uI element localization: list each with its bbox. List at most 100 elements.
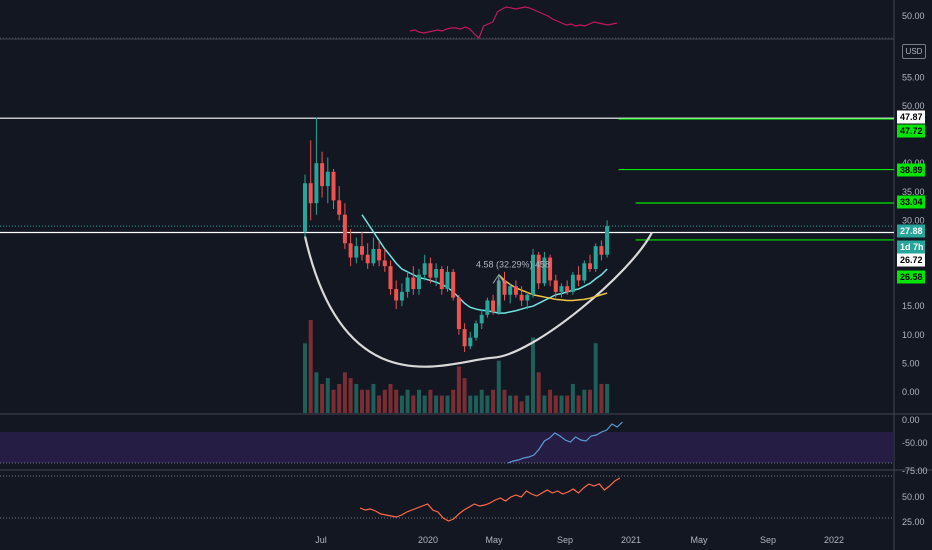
volume-bar (365, 389, 370, 413)
volume-bar (570, 383, 575, 413)
top-indicator-line[interactable] (409, 6, 618, 40)
price-tag-background[interactable] (897, 110, 925, 124)
price-tag-background[interactable] (897, 270, 925, 284)
candle-body[interactable] (502, 280, 507, 295)
candle-body[interactable] (360, 246, 364, 255)
candle-body[interactable] (417, 274, 421, 290)
candle-body[interactable] (605, 226, 610, 255)
candle-body[interactable] (548, 257, 553, 281)
candle-body[interactable] (428, 263, 433, 278)
cup-arc[interactable] (303, 231, 653, 368)
volume-bar (399, 395, 404, 413)
candle-body[interactable] (576, 274, 581, 281)
volume-bar (456, 366, 461, 413)
volume-bar (565, 395, 570, 413)
candle-body[interactable] (365, 254, 370, 264)
candle-body[interactable] (354, 246, 359, 258)
volume-bar (599, 383, 604, 413)
candle-body[interactable] (542, 257, 547, 284)
volume-bar (531, 337, 535, 413)
price-tick-label: 40.00 (902, 158, 925, 168)
candle-body[interactable] (531, 254, 535, 295)
candle-body[interactable] (485, 300, 490, 315)
candle-body[interactable] (565, 286, 570, 292)
candle-body[interactable] (519, 294, 524, 301)
volume-bar (502, 389, 507, 413)
candle-body[interactable] (434, 269, 439, 278)
price-tag-label: 38.89 (900, 165, 923, 175)
time-axis-label: May (485, 535, 503, 545)
volume-bar (439, 395, 444, 413)
volume-bar (559, 395, 564, 413)
candle-body[interactable] (388, 266, 393, 290)
price-tick-label: 55.00 (902, 72, 925, 82)
candle-body[interactable] (325, 171, 330, 187)
volume-bar (428, 389, 433, 413)
candle-body[interactable] (479, 314, 484, 324)
volume-bar (468, 395, 473, 413)
time-axis-label: Sep (557, 535, 573, 545)
volume-bar (491, 389, 496, 413)
volume-bar (434, 395, 439, 413)
candle-body[interactable] (405, 277, 410, 292)
candle-body[interactable] (525, 294, 530, 301)
candle-body[interactable] (337, 200, 342, 215)
candle-body[interactable] (342, 214, 347, 244)
oscillator-line[interactable] (507, 421, 623, 464)
volume-bar (371, 383, 376, 413)
candle-body[interactable] (536, 254, 541, 284)
candle-body[interactable] (320, 163, 325, 187)
candle-body[interactable] (422, 263, 427, 275)
candle-body[interactable] (314, 163, 319, 204)
candle-body[interactable] (308, 183, 313, 204)
candle-body[interactable] (303, 183, 307, 232)
candle-body[interactable] (474, 323, 478, 338)
volume-bar (508, 395, 513, 413)
price-tag-background[interactable] (897, 124, 925, 138)
price-tag-background[interactable] (897, 240, 925, 254)
volume-bar (377, 395, 382, 413)
candle-body[interactable] (456, 297, 461, 330)
time-axis-label: 2022 (824, 535, 844, 545)
candle-body[interactable] (439, 269, 444, 290)
ema-short-line[interactable] (361, 214, 608, 314)
candle-body[interactable] (570, 274, 575, 292)
candle-body[interactable] (468, 337, 473, 347)
candle-body[interactable] (411, 277, 416, 290)
candle-body[interactable] (508, 286, 513, 295)
candle-body[interactable] (445, 271, 450, 290)
candle-body[interactable] (559, 286, 564, 292)
volume-bar (474, 395, 478, 413)
candle-body[interactable] (593, 246, 598, 270)
price-tick-label: 15.00 (902, 301, 925, 311)
candle-body[interactable] (513, 286, 518, 295)
price-tag-background[interactable] (897, 195, 925, 209)
candle-body[interactable] (451, 271, 456, 298)
candle-body[interactable] (588, 263, 592, 270)
candle-body[interactable] (382, 260, 387, 267)
candle-body[interactable] (399, 291, 404, 301)
volume-bar (519, 401, 524, 413)
candle-body[interactable] (331, 171, 336, 201)
volume-bar (542, 395, 547, 413)
price-tag-background[interactable] (897, 253, 925, 267)
bottom-indicator-line[interactable] (359, 477, 621, 522)
candle-body[interactable] (371, 249, 376, 264)
volume-bar (582, 389, 587, 413)
price-tag-background[interactable] (897, 224, 925, 238)
volume-bar (525, 395, 530, 413)
candle-body[interactable] (348, 243, 353, 258)
volume-bar (308, 320, 313, 413)
candle-body[interactable] (599, 246, 604, 255)
price-tag-background[interactable] (897, 163, 925, 177)
candle-body[interactable] (377, 249, 382, 261)
candle-body[interactable] (582, 263, 587, 281)
candle-body[interactable] (394, 289, 399, 301)
currency-badge[interactable]: USD (902, 44, 926, 59)
candle-body[interactable] (553, 280, 558, 292)
volume-bar (588, 389, 592, 413)
candle-body[interactable] (462, 329, 467, 347)
volume-bar (394, 389, 399, 413)
candle-body[interactable] (491, 300, 496, 312)
